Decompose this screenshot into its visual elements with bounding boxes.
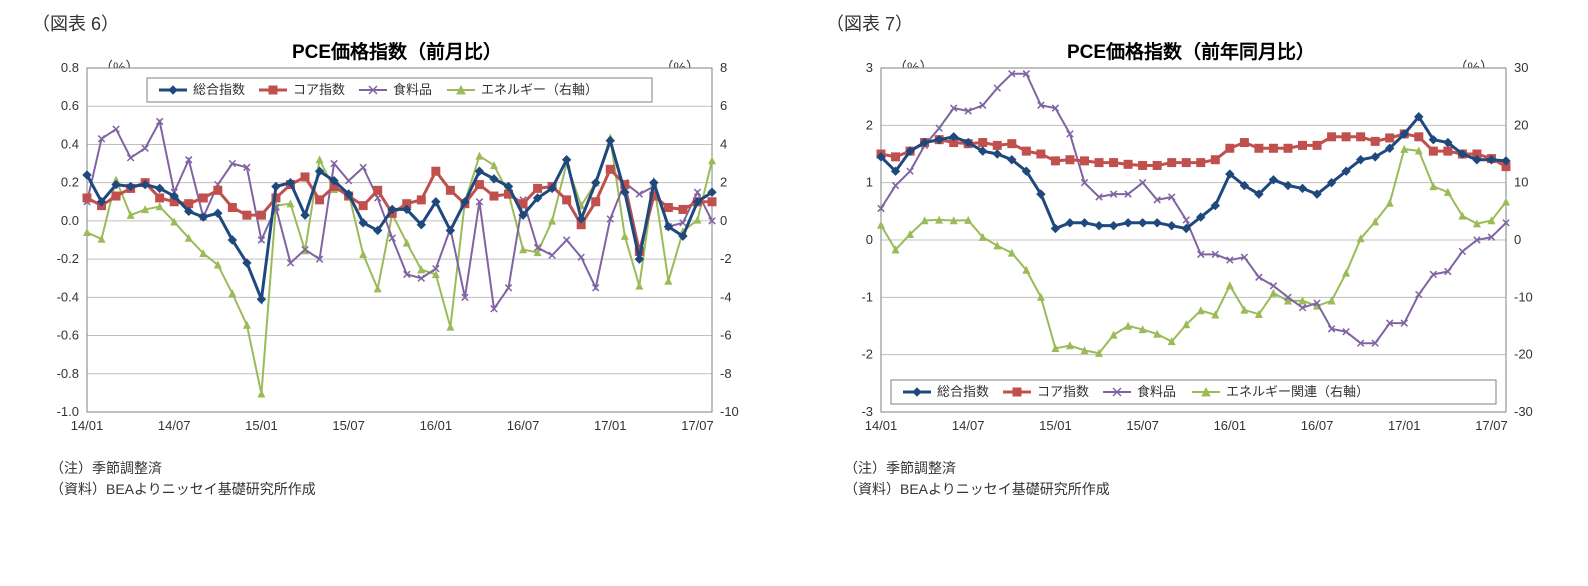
svg-text:0.0: 0.0 — [61, 213, 79, 228]
svg-text:14/07: 14/07 — [158, 418, 191, 433]
svg-text:16/07: 16/07 — [1301, 418, 1334, 433]
svg-text:17/01: 17/01 — [594, 418, 627, 433]
svg-text:15/07: 15/07 — [1126, 418, 1159, 433]
panel-chart7: （図表 7） PCE価格指数（前年同月比）（%）（%）-3-2-10123-30… — [794, 0, 1588, 586]
panel-chart6: （図表 6） PCE価格指数（前月比）（%）（%）-1.0-0.8-0.6-0.… — [0, 0, 794, 586]
svg-text:8: 8 — [720, 60, 727, 75]
svg-text:17/07: 17/07 — [1475, 418, 1508, 433]
svg-text:-0.6: -0.6 — [57, 328, 79, 343]
svg-text:-1: -1 — [861, 289, 873, 304]
svg-text:6: 6 — [720, 98, 727, 113]
svg-text:0: 0 — [720, 213, 727, 228]
svg-text:総合指数: 総合指数 — [193, 82, 245, 97]
note-7-2: （資料）BEAよりニッセイ基礎研究所作成 — [844, 479, 1568, 500]
svg-text:3: 3 — [866, 60, 873, 75]
svg-text:PCE価格指数（前年同月比）: PCE価格指数（前年同月比） — [1067, 42, 1315, 63]
svg-text:総合指数: 総合指数 — [937, 384, 989, 399]
svg-text:14/01: 14/01 — [865, 418, 898, 433]
svg-text:-4: -4 — [720, 289, 732, 304]
svg-text:30: 30 — [1514, 60, 1528, 75]
svg-text:4: 4 — [720, 136, 727, 151]
svg-text:17/01: 17/01 — [1388, 418, 1421, 433]
svg-text:-0.4: -0.4 — [57, 289, 79, 304]
svg-text:-0.2: -0.2 — [57, 251, 79, 266]
svg-text:-6: -6 — [720, 328, 732, 343]
notes-6: （注）季節調整済 （資料）BEAよりニッセイ基礎研究所作成 — [50, 458, 774, 500]
note-6-2: （資料）BEAよりニッセイ基礎研究所作成 — [50, 479, 774, 500]
note-6-1: （注）季節調整済 — [50, 458, 774, 479]
svg-text:-8: -8 — [720, 366, 732, 381]
svg-text:-10: -10 — [1514, 289, 1533, 304]
svg-text:食料品: 食料品 — [1137, 384, 1176, 399]
svg-text:コア指数: コア指数 — [1037, 384, 1089, 399]
svg-text:16/07: 16/07 — [507, 418, 540, 433]
svg-text:-10: -10 — [720, 404, 739, 419]
svg-text:1: 1 — [866, 175, 873, 190]
svg-text:2: 2 — [866, 117, 873, 132]
figure-label-7: （図表 7） — [826, 10, 1568, 36]
svg-text:0.4: 0.4 — [61, 136, 79, 151]
svg-text:15/07: 15/07 — [332, 418, 365, 433]
svg-text:0.6: 0.6 — [61, 98, 79, 113]
svg-text:10: 10 — [1514, 175, 1528, 190]
svg-text:エネルギー（右軸）: エネルギー（右軸） — [481, 82, 598, 97]
svg-text:-20: -20 — [1514, 347, 1533, 362]
svg-text:-3: -3 — [861, 404, 873, 419]
svg-text:0: 0 — [1514, 232, 1521, 247]
svg-text:17/07: 17/07 — [681, 418, 714, 433]
svg-text:-0.8: -0.8 — [57, 366, 79, 381]
svg-text:エネルギー関連（右軸）: エネルギー関連（右軸） — [1226, 384, 1369, 399]
figure-label-6: （図表 6） — [32, 10, 774, 36]
svg-text:16/01: 16/01 — [1214, 418, 1247, 433]
svg-text:14/07: 14/07 — [952, 418, 985, 433]
svg-text:15/01: 15/01 — [245, 418, 278, 433]
svg-text:20: 20 — [1514, 117, 1528, 132]
svg-text:-2: -2 — [720, 251, 732, 266]
svg-text:PCE価格指数（前月比）: PCE価格指数（前月比） — [292, 42, 502, 63]
svg-text:-2: -2 — [861, 347, 873, 362]
svg-text:食料品: 食料品 — [393, 82, 432, 97]
svg-text:-1.0: -1.0 — [57, 404, 79, 419]
note-7-1: （注）季節調整済 — [844, 458, 1568, 479]
svg-text:14/01: 14/01 — [71, 418, 104, 433]
svg-text:0: 0 — [866, 232, 873, 247]
svg-text:0.2: 0.2 — [61, 175, 79, 190]
svg-text:16/01: 16/01 — [420, 418, 453, 433]
svg-text:15/01: 15/01 — [1039, 418, 1072, 433]
svg-text:2: 2 — [720, 175, 727, 190]
chart6-container: PCE価格指数（前月比）（%）（%）-1.0-0.8-0.6-0.4-0.20.… — [20, 42, 774, 452]
notes-7: （注）季節調整済 （資料）BEAよりニッセイ基礎研究所作成 — [844, 458, 1568, 500]
svg-text:-30: -30 — [1514, 404, 1533, 419]
chart7-container: PCE価格指数（前年同月比）（%）（%）-3-2-10123-30-20-100… — [814, 42, 1568, 452]
svg-text:コア指数: コア指数 — [293, 82, 345, 97]
svg-text:0.8: 0.8 — [61, 60, 79, 75]
